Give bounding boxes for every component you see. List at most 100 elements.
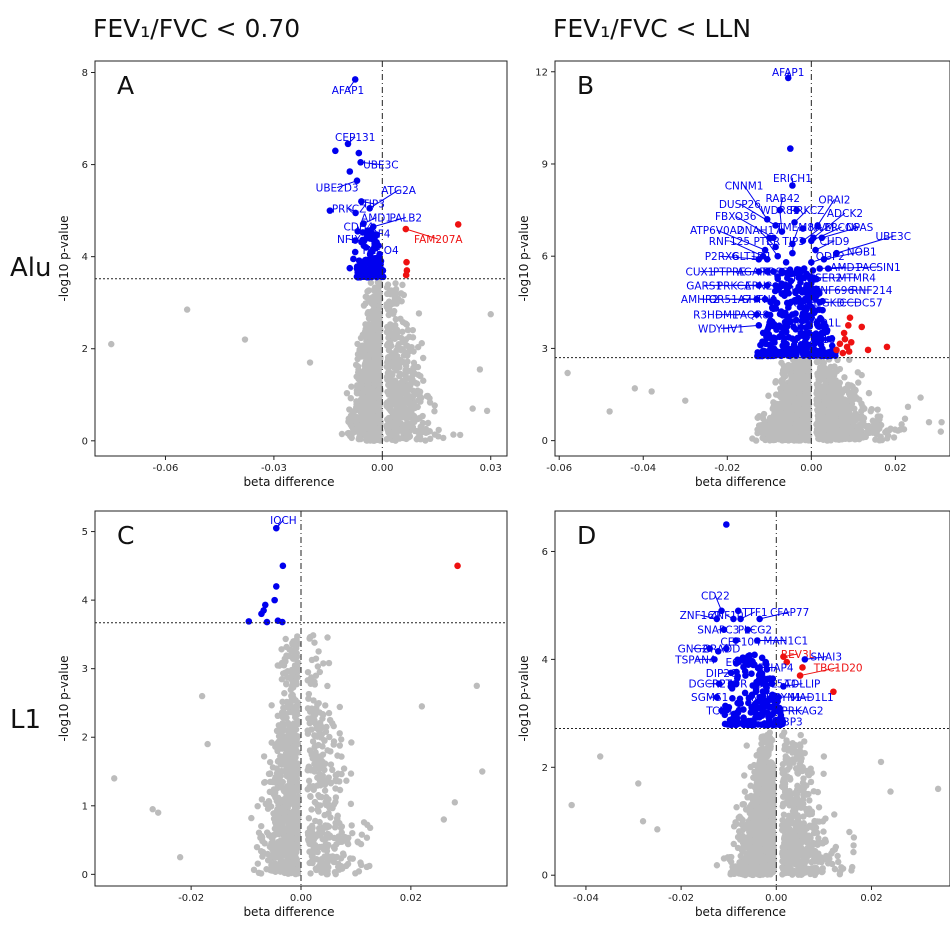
ns-point (290, 732, 297, 739)
gene-label: AGAP1 (737, 267, 772, 279)
ns-point (423, 392, 431, 400)
sig-point-down (757, 341, 764, 349)
ns-point (816, 434, 823, 442)
labeled-point (799, 237, 807, 245)
ns-point (260, 753, 268, 760)
sig-point-down (782, 324, 790, 331)
ns-point (323, 793, 330, 801)
labeled-point (818, 234, 826, 242)
ns-point (353, 401, 360, 408)
ns-point (385, 347, 393, 354)
y-tick-label: 0 (542, 436, 548, 447)
sig-point-down (790, 341, 798, 349)
gene-label: ATP6V0A2 (690, 225, 744, 237)
ns-point (384, 341, 392, 348)
ns-point (285, 825, 293, 833)
gene-label: PAQR8 (734, 310, 769, 322)
ns-point (814, 370, 821, 377)
ns-point (772, 378, 780, 385)
ns-point (409, 334, 417, 341)
ns-point (287, 849, 294, 856)
ns-point (778, 359, 785, 366)
sig-point-down (271, 596, 278, 604)
sig-point-down (279, 618, 286, 626)
sig-point-down (346, 264, 354, 272)
gene-label: FBXL18 (796, 334, 836, 346)
sig-point-up (454, 221, 462, 228)
sig-point-down (793, 206, 800, 214)
ns-point (802, 409, 809, 416)
ns-point (261, 778, 269, 786)
ns-point (792, 427, 799, 434)
labeled-point (812, 246, 819, 254)
gene-label: CCDC57 (839, 297, 882, 309)
sig-point-down (768, 335, 776, 343)
ns-point (373, 359, 381, 366)
ns-points (111, 632, 486, 878)
ns-point (354, 414, 361, 421)
ns-point (339, 850, 347, 857)
ns-point (336, 742, 344, 749)
ns-point (316, 777, 324, 784)
sig-point-down (797, 323, 805, 331)
label-leader-line (360, 161, 381, 166)
ns-point (788, 406, 795, 413)
ns-point (320, 711, 327, 718)
ns-point (289, 640, 296, 647)
ns-point (318, 793, 325, 801)
labeled-point (357, 158, 364, 166)
ns-point (837, 434, 844, 441)
ns-point (773, 418, 780, 425)
ns-point (360, 400, 367, 408)
labeled-point (808, 259, 815, 266)
ns-point (765, 392, 772, 399)
ns-point (375, 391, 383, 398)
ns-point (330, 738, 338, 745)
ns-point (376, 407, 384, 415)
ns-point (410, 404, 417, 411)
label-leader-line (721, 255, 759, 260)
labeled-point (358, 198, 365, 205)
ns-point (383, 284, 391, 291)
ns-point (833, 380, 840, 387)
ns-point (283, 643, 290, 651)
column-title-lln: FEV₁/FVC < LLN (553, 14, 752, 43)
ns-point (349, 429, 356, 437)
ns-point (283, 714, 290, 721)
ns-point (347, 770, 355, 777)
sig-point-down (761, 351, 768, 359)
ns-point (781, 411, 789, 418)
ns-point (886, 426, 893, 434)
ns-point (312, 732, 319, 740)
ns-point (291, 707, 298, 715)
ns-point (794, 386, 801, 393)
ns-point (332, 771, 339, 779)
ns-point (288, 683, 296, 691)
ns-point (785, 417, 792, 424)
gene-label: ZNF696 (813, 285, 854, 297)
panel-letter: A (117, 71, 134, 100)
ns-point (794, 435, 801, 442)
ns-point (398, 384, 405, 392)
sig-point-down (785, 304, 792, 311)
y-tick-label: 2 (82, 733, 88, 744)
ns-point (374, 279, 382, 286)
label-leader-line (819, 266, 846, 269)
ns-point (829, 384, 837, 392)
ns-point (321, 787, 329, 794)
ns-point (284, 795, 292, 802)
ns-point (357, 409, 364, 416)
ns-point (289, 693, 296, 700)
x-tick-label: 0.00 (800, 463, 822, 474)
y-tick-label: 2 (82, 344, 88, 355)
sig-point-down (799, 225, 807, 232)
labeled-point (360, 220, 367, 227)
ns-point (314, 701, 321, 708)
ns-point (346, 406, 353, 413)
labeled-point (362, 244, 370, 251)
ns-point (285, 739, 293, 746)
ns-point (917, 394, 924, 401)
ns-point (376, 315, 383, 323)
gene-label: PROSER2 (793, 273, 842, 285)
labeled-point (824, 265, 832, 272)
